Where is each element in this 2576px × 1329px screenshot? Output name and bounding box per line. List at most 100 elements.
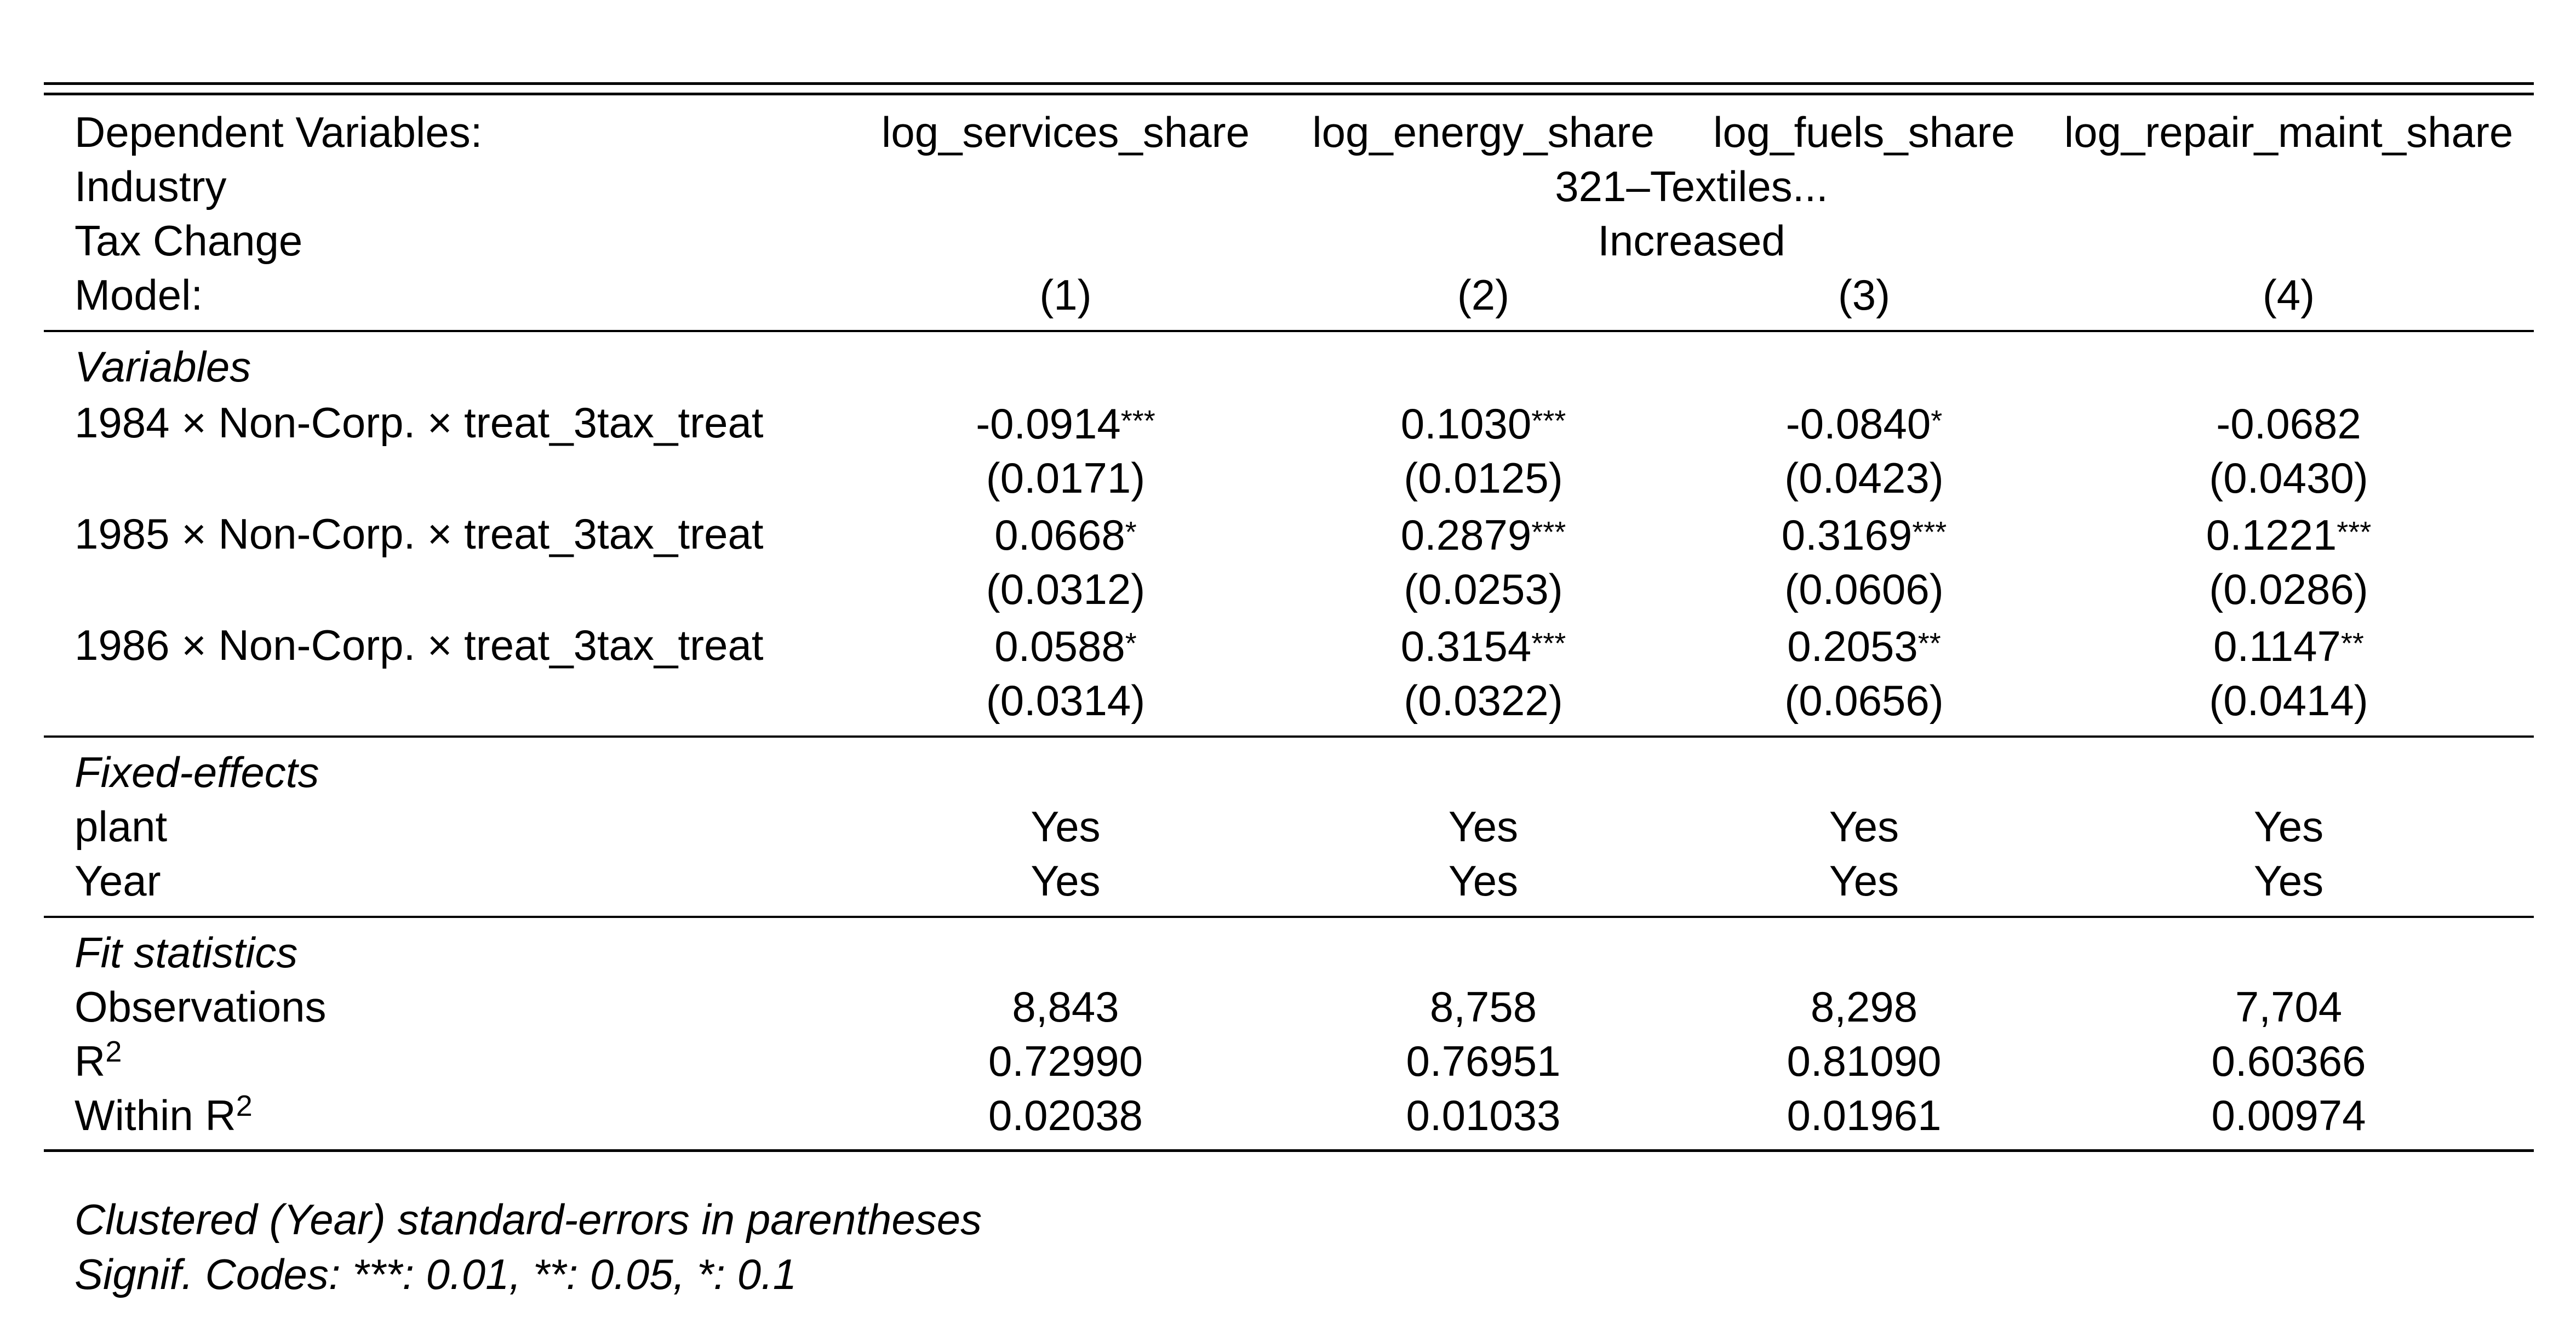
- within-r2-row: Within R2 0.02038 0.01033 0.01961 0.0097…: [44, 1088, 2534, 1143]
- dependent-var-1: log_services_share: [881, 108, 1250, 156]
- coef-row-1985: 1985 × Non-Corp. × treat_3tax_treat 0.06…: [44, 505, 2534, 562]
- within-r2-label: Within R2: [75, 1090, 253, 1139]
- se-cell: (0.0656): [1784, 676, 1944, 725]
- observations-cell: 8,843: [1012, 983, 1119, 1031]
- fe-cell: Yes: [1448, 857, 1519, 905]
- variables-rule: [44, 330, 2534, 340]
- fe-row-year: Year Yes Yes Yes Yes: [44, 854, 2534, 908]
- se-cell: (0.0312): [986, 565, 1146, 613]
- label-year: 1984: [75, 398, 170, 447]
- fit-statistics-rule: [44, 916, 2534, 926]
- coef-cell: 0.2879***: [1400, 511, 1566, 559]
- label-group: Non-Corp.: [218, 620, 416, 669]
- observations-row: Observations 8,843 8,758 8,298 7,704: [44, 980, 2534, 1034]
- label-variable: treat_3tax_treat: [464, 398, 764, 447]
- se-row-1986: (0.0314) (0.0322) (0.0656) (0.0414): [44, 674, 2534, 728]
- fe-row-plant: plant Yes Yes Yes Yes: [44, 800, 2534, 854]
- top-rule: [44, 82, 2534, 94]
- times-symbol: ×: [181, 398, 207, 447]
- coef-cell: -0.0682: [2216, 400, 2361, 448]
- fit-statistics-section-title: Fit statistics: [75, 928, 298, 977]
- label-year: 1985: [75, 509, 170, 558]
- tax-change-row: Tax Change Increased: [44, 214, 2534, 268]
- industry-value: 321–Textiles...: [1555, 162, 1828, 210]
- se-cell: (0.0414): [2209, 676, 2368, 725]
- significance-stars: **: [2340, 627, 2364, 660]
- within-r2-cell: 0.01033: [1406, 1091, 1561, 1139]
- within-r2-cell: 0.02038: [988, 1091, 1143, 1139]
- coef-cell: 0.0588*: [994, 622, 1137, 670]
- significance-stars: ***: [2337, 516, 2372, 549]
- model-row: Model: (1) (2) (3) (4): [44, 268, 2534, 322]
- model-1: (1): [1039, 271, 1092, 319]
- label-group: Non-Corp.: [218, 398, 416, 447]
- industry-label: Industry: [75, 162, 227, 210]
- times-symbol: ×: [427, 509, 453, 558]
- coef-row-1986: 1986 × Non-Corp. × treat_3tax_treat 0.05…: [44, 617, 2534, 674]
- coef-row-1984: 1984 × Non-Corp. × treat_3tax_treat -0.0…: [44, 394, 2534, 451]
- observations-label: Observations: [75, 983, 327, 1031]
- model-label: Model:: [75, 271, 203, 319]
- se-cell: (0.0606): [1784, 565, 1944, 613]
- se-cell: (0.0286): [2209, 565, 2368, 613]
- variables-section-row: Variables: [44, 340, 2534, 394]
- fe-cell: Yes: [2253, 802, 2324, 851]
- variables-section-title: Variables: [75, 343, 251, 391]
- significance-stars: ***: [1531, 516, 1566, 549]
- se-row-1985: (0.0312) (0.0253) (0.0606) (0.0286): [44, 562, 2534, 617]
- coef-label-1984: 1984 × Non-Corp. × treat_3tax_treat: [44, 394, 849, 451]
- times-symbol: ×: [427, 620, 453, 669]
- fe-cell: Yes: [2253, 857, 2324, 905]
- top-rule-second: [44, 93, 2534, 105]
- r2-cell: 0.76951: [1406, 1037, 1561, 1085]
- times-symbol: ×: [181, 620, 207, 669]
- se-cell: (0.0314): [986, 676, 1146, 725]
- table-notes: Clustered (Year) standard-errors in pare…: [75, 1192, 982, 1302]
- times-symbol: ×: [181, 509, 207, 558]
- se-cell: (0.0322): [1404, 676, 1563, 725]
- se-cell: (0.0430): [2209, 454, 2368, 502]
- observations-cell: 7,704: [2235, 983, 2343, 1031]
- model-4: (4): [2262, 271, 2315, 319]
- se-cell: (0.0423): [1784, 454, 1944, 502]
- within-r2-cell: 0.01961: [1787, 1091, 1942, 1139]
- coef-cell: 0.1030***: [1400, 400, 1566, 448]
- observations-cell: 8,298: [1810, 983, 1918, 1031]
- r2-label: R2: [75, 1035, 122, 1085]
- significance-stars: ***: [1120, 404, 1155, 437]
- fe-label: plant: [75, 802, 168, 851]
- tax-change-value: Increased: [1598, 216, 1785, 265]
- industry-row: Industry 321–Textiles...: [44, 159, 2534, 214]
- coef-cell: 0.0668*: [994, 511, 1137, 559]
- fe-cell: Yes: [1829, 857, 1899, 905]
- coef-cell: 0.1221***: [2206, 511, 2372, 559]
- significance-stars: *: [1931, 404, 1943, 437]
- r2-cell: 0.81090: [1787, 1037, 1942, 1085]
- significance-stars: *: [1125, 627, 1137, 660]
- significance-stars: ***: [1531, 404, 1566, 437]
- fe-cell: Yes: [1829, 802, 1899, 851]
- se-cell: (0.0171): [986, 454, 1146, 502]
- fe-cell: Yes: [1448, 802, 1519, 851]
- significance-stars: **: [1917, 627, 1941, 660]
- significance-stars: ***: [1912, 516, 1947, 549]
- fixed-effects-section-title: Fixed-effects: [75, 748, 319, 796]
- regression-table-container: Dependent Variables: log_services_share …: [44, 82, 2534, 1159]
- coef-label-1985: 1985 × Non-Corp. × treat_3tax_treat: [44, 505, 849, 562]
- dependent-variables-row: Dependent Variables: log_services_share …: [44, 105, 2534, 159]
- label-variable: treat_3tax_treat: [464, 509, 764, 558]
- fe-label: Year: [75, 857, 161, 905]
- coef-cell: 0.1147**: [2213, 622, 2364, 670]
- fe-cell: Yes: [1031, 857, 1101, 905]
- r2-cell: 0.72990: [988, 1037, 1143, 1085]
- fit-statistics-section-row: Fit statistics: [44, 926, 2534, 980]
- model-2: (2): [1457, 271, 1510, 319]
- observations-cell: 8,758: [1429, 983, 1537, 1031]
- fe-cell: Yes: [1031, 802, 1101, 851]
- label-group: Non-Corp.: [218, 509, 416, 558]
- within-r2-cell: 0.00974: [2211, 1091, 2366, 1139]
- dependent-var-2: log_energy_share: [1312, 108, 1655, 156]
- r2-cell: 0.60366: [2211, 1037, 2366, 1085]
- significance-stars: *: [1125, 516, 1137, 549]
- bottom-rule-second: [44, 1149, 2534, 1159]
